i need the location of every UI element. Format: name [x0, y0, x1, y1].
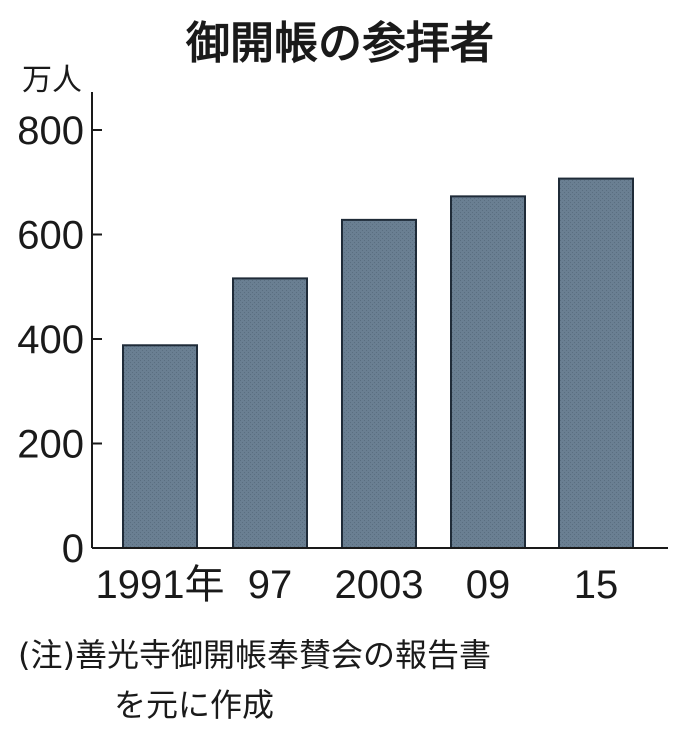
- y-tick-label: 600: [17, 214, 84, 258]
- bar-1: [122, 344, 198, 549]
- y-tick-label: 0: [62, 527, 84, 571]
- x-tick-label: 09: [466, 563, 511, 607]
- plot-area: 0 200 400 600 800 1991年 97 2003 09 15: [17, 92, 668, 607]
- x-tick-label: 97: [248, 563, 293, 607]
- bar-5: [558, 177, 634, 549]
- x-tick-label: 15: [574, 563, 619, 607]
- source-note-line-2: を元に作成: [114, 686, 274, 724]
- y-tick-label: 200: [17, 423, 84, 467]
- bar-4: [450, 195, 526, 549]
- source-note: (注)善光寺御開帳奉賛会の報告書 を元に作成: [18, 636, 491, 724]
- bar-2: [232, 277, 308, 549]
- y-axis-unit-label: 万人: [22, 63, 82, 98]
- x-tick-label: 1991年: [96, 563, 225, 607]
- bar-3: [341, 218, 417, 549]
- x-tick-label: 2003: [335, 563, 424, 607]
- y-tick-label: 800: [17, 109, 84, 153]
- source-note-line-1: (注)善光寺御開帳奉賛会の報告書: [18, 636, 491, 674]
- chart-title: 御開帳の参拝者: [185, 18, 494, 69]
- y-tick-label: 400: [17, 318, 84, 362]
